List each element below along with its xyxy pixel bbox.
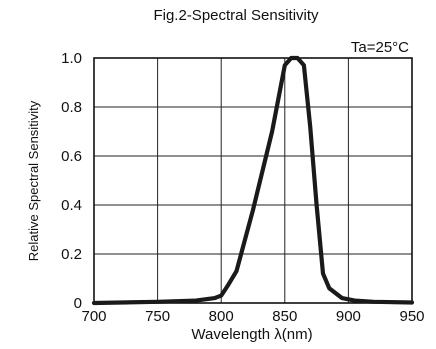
x-tick-label: 950 bbox=[399, 308, 424, 325]
y-tick-label: 0.8 bbox=[61, 99, 82, 116]
y-tick-label: 1.0 bbox=[61, 50, 82, 67]
grid bbox=[93, 57, 413, 304]
series-layer bbox=[91, 55, 415, 306]
chart-title: Fig.2-Spectral Sensitivity bbox=[153, 7, 319, 24]
x-tick-label: 850 bbox=[272, 308, 297, 325]
y-axis-label: Relative Spectral Sensitivity bbox=[26, 100, 41, 261]
y-tick-labels: 0 0.2 0.4 0.6 0.8 1.0 bbox=[61, 50, 82, 312]
x-tick-labels: 700 750 800 850 900 950 bbox=[81, 308, 424, 325]
y-tick-label: 0.2 bbox=[61, 246, 82, 263]
x-tick-label: 800 bbox=[209, 308, 234, 325]
x-axis-label: Wavelength λ(nm) bbox=[191, 326, 312, 343]
temperature-annotation: Ta=25°C bbox=[351, 39, 409, 56]
y-tick-label: 0 bbox=[74, 295, 82, 312]
plot-frame bbox=[93, 57, 413, 304]
x-tick-label: 700 bbox=[81, 308, 106, 325]
y-tick-label: 0.4 bbox=[61, 197, 82, 214]
x-tick-label: 750 bbox=[145, 308, 170, 325]
x-tick-label: 900 bbox=[336, 308, 361, 325]
y-tick-label: 0.6 bbox=[61, 148, 82, 165]
spectral-sensitivity-curve bbox=[91, 55, 415, 306]
